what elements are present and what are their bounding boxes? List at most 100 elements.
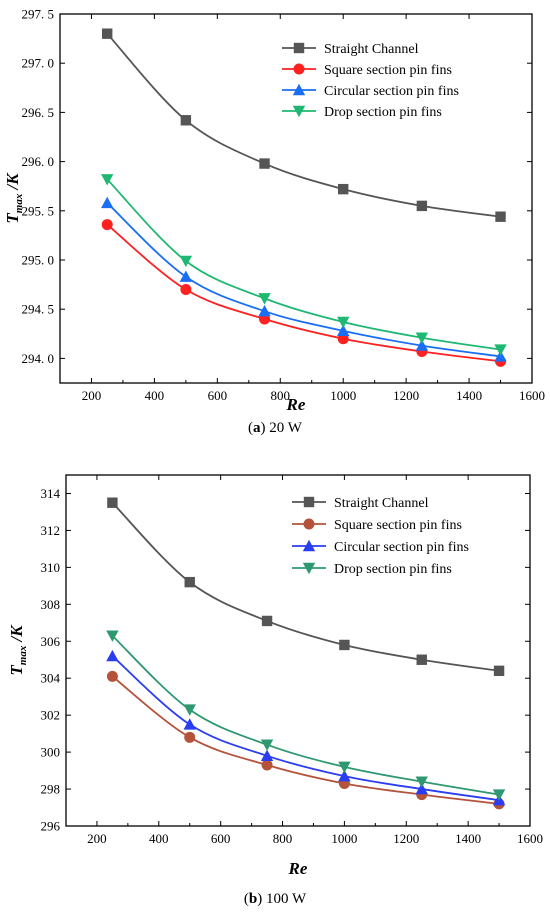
data-point (102, 28, 113, 39)
plot-frame (59, 13, 533, 384)
y-tick-label: 296 (41, 819, 61, 834)
series-line-2 (111, 655, 500, 802)
legend-marker (292, 105, 306, 118)
data-point (258, 293, 271, 305)
data-point (339, 639, 350, 651)
data-point (416, 654, 427, 665)
legend: Straight Channel Square section pin fins C… (292, 496, 469, 577)
y-tick-label: 310 (41, 560, 61, 575)
x-tick-label: 600 (208, 388, 228, 403)
data-point (415, 332, 429, 344)
data-point (260, 749, 274, 761)
plot-frame (65, 474, 531, 827)
y-tick-label: 308 (41, 597, 61, 612)
x-tick-label: 1400 (455, 831, 481, 846)
y-tick-label: 297. 5 (22, 7, 55, 22)
y-tick-label: 304 (41, 671, 61, 686)
y-tick-label: 302 (41, 708, 61, 723)
data-point (183, 704, 196, 716)
data-point (261, 759, 273, 771)
data-point (179, 270, 193, 282)
x-axis-title: Re (286, 395, 306, 414)
data-point (337, 316, 350, 329)
x-tick-label: 1600 (517, 831, 543, 846)
legend-marker (292, 83, 306, 96)
chart-panel-a: 200 400 600 800 1000 1200 1400 1600 294. 0 294. 5… (3, 7, 545, 437)
data-point (101, 219, 113, 231)
data-point (494, 344, 507, 356)
data-point (101, 174, 114, 186)
data-point (338, 769, 351, 782)
legend-marker (302, 562, 316, 575)
y-axis-title: Tmax /K (7, 624, 29, 676)
data-point (179, 255, 193, 268)
data-point (106, 630, 119, 642)
series-line-3 (111, 635, 500, 796)
legend-marker (303, 496, 315, 508)
series-line-2 (106, 202, 501, 358)
data-point (184, 576, 195, 588)
data-point (415, 776, 428, 788)
y-tick-label: 294. 5 (22, 302, 55, 317)
x-tick-label: 400 (149, 831, 169, 846)
legend-label: Drop section pin fins (334, 562, 452, 577)
data-point (107, 497, 118, 508)
legend-label: Square section pin fins (334, 518, 462, 533)
data-point (494, 350, 507, 362)
legend-label: Straight Channel (334, 496, 429, 511)
x-tick-label: 600 (211, 831, 231, 846)
y-tick-label: 298 (41, 782, 61, 797)
y-tick-label: 294. 0 (22, 351, 55, 366)
y-tick-label: 314 (41, 486, 61, 501)
x-tick-label: 1000 (330, 388, 356, 403)
data-point (180, 284, 192, 296)
data-point (415, 782, 428, 795)
data-point (493, 665, 505, 677)
data-point (492, 789, 506, 801)
data-point (495, 211, 506, 222)
series-line-0 (106, 33, 501, 218)
legend-marker (293, 42, 305, 54)
data-point (106, 649, 119, 662)
y-tick-label: 296. 5 (22, 105, 55, 120)
y-tick-label: 306 (41, 634, 61, 649)
x-tick-label: 1400 (456, 388, 482, 403)
x-tick-label: 400 (145, 388, 165, 403)
data-point (259, 158, 270, 169)
legend-label: Square section pin fins (324, 63, 452, 78)
data-point (258, 304, 271, 317)
x-axis-title: Re (288, 859, 308, 878)
legend-label: Drop section pin fins (324, 105, 442, 120)
y-tick-label: 312 (41, 523, 61, 538)
chart-panel-b: 200 400 600 800 1000 1200 1400 1600 296 298 300 302… (7, 474, 543, 907)
y-tick-label: 295. 0 (22, 253, 55, 268)
legend-label: Circular section pin fins (334, 540, 469, 555)
data-point (415, 339, 429, 351)
legend-label: Straight Channel (324, 42, 419, 57)
legend: Straight Channel Square section pin fins C… (282, 42, 459, 120)
x-tick-label: 800 (273, 831, 293, 846)
x-tick-label: 1000 (331, 831, 357, 846)
x-tick-label: 1600 (519, 388, 545, 403)
x-tick-label: 1200 (393, 388, 419, 403)
data-point (184, 731, 196, 743)
y-axis-title: Tmax /K (3, 172, 25, 224)
data-point (337, 324, 350, 337)
x-tick-label: 200 (87, 831, 107, 846)
x-tick-label: 800 (271, 388, 291, 403)
figure-caption: (a) 20 W (248, 420, 303, 436)
legend-label: Circular section pin fins (324, 84, 459, 99)
figure-caption: (b) 100 W (244, 891, 307, 907)
y-tick-label: 297. 0 (22, 56, 55, 71)
data-point (106, 670, 118, 682)
data-point (416, 200, 428, 212)
legend-marker (293, 63, 305, 75)
data-point (261, 615, 273, 627)
series-line-3 (106, 178, 501, 351)
legend-marker (302, 539, 316, 552)
data-point (338, 183, 349, 195)
x-tick-label: 200 (82, 388, 102, 403)
data-point (180, 115, 192, 126)
x-tick-label: 1200 (393, 831, 419, 846)
